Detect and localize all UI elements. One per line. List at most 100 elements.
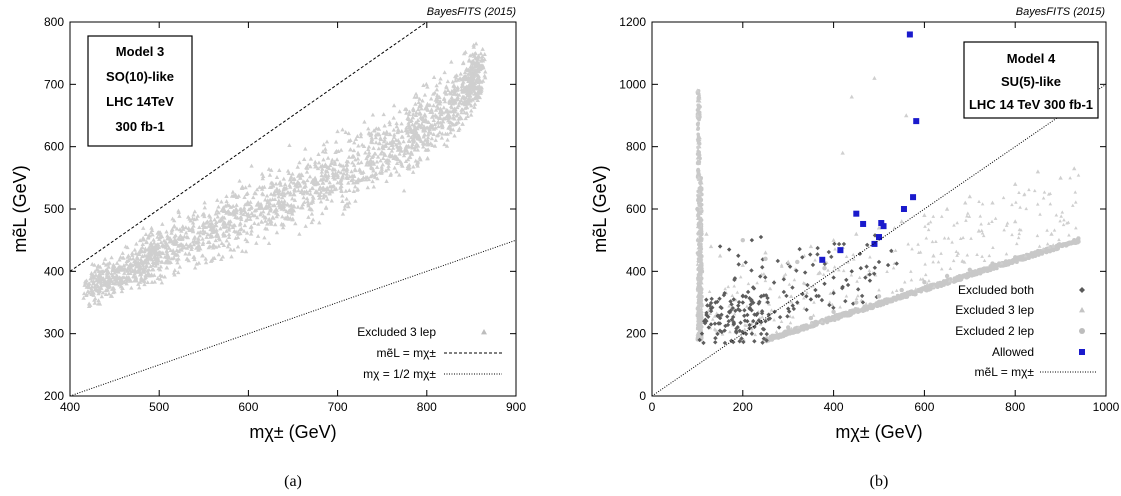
- point-excluded-3lep: [365, 175, 370, 180]
- point-excluded-3lep: [406, 138, 412, 143]
- point-excluded-3lep: [118, 284, 124, 289]
- point-excluded-3lep: [262, 215, 268, 220]
- point-excluded-3lep: [226, 227, 232, 232]
- point-excluded-3lep: [380, 145, 385, 150]
- point-excluded-3lep: [420, 117, 425, 122]
- point-vertical-band: [696, 278, 701, 282]
- point-excluded-3lep: [174, 257, 180, 262]
- point-excluded-3lep-scatter: [982, 258, 987, 263]
- point-excluded-3lep: [175, 260, 180, 265]
- point-excluded-3lep-scatter: [802, 306, 807, 310]
- point-excluded-both: [849, 269, 854, 274]
- point-excluded-both: [717, 328, 723, 333]
- point-excluded-3lep: [249, 224, 254, 229]
- point-excluded-3lep: [327, 180, 332, 185]
- point-excluded-3lep: [273, 222, 278, 227]
- point-excluded-3lep: [115, 276, 121, 281]
- x-tick-label-a: 600: [238, 400, 258, 414]
- point-excluded-both: [855, 287, 861, 292]
- point-excluded-3lep: [695, 88, 700, 93]
- point-excluded-3lep: [112, 277, 117, 282]
- point-excluded-3lep-scatter: [769, 308, 774, 312]
- point-excluded-3lep: [408, 118, 413, 123]
- point-excluded-3lep: [289, 179, 294, 184]
- point-excluded-3lep: [264, 226, 270, 231]
- point-excluded-3lep: [463, 49, 468, 54]
- point-excluded-both: [815, 245, 820, 251]
- point-excluded-3lep-scatter: [1038, 212, 1042, 216]
- point-excluded-3lep: [92, 269, 98, 274]
- point-excluded-both: [766, 312, 771, 317]
- point-excluded-3lep: [469, 103, 474, 108]
- point-excluded-3lep: [410, 111, 416, 116]
- point-excluded-3lep: [320, 166, 325, 171]
- point-excluded-both: [715, 331, 720, 337]
- point-excluded-3lep-scatter: [965, 214, 969, 218]
- point-excluded-3lep-scatter: [923, 272, 928, 277]
- point-excluded-3lep: [149, 225, 154, 230]
- point-allowed: [819, 256, 826, 263]
- point-excluded-both: [761, 336, 767, 341]
- point-excluded-3lep: [313, 190, 318, 195]
- point-excluded-3lep: [308, 156, 314, 161]
- point-excluded-3lep: [326, 166, 332, 171]
- point-excluded-3lep: [204, 234, 209, 239]
- point-excluded-3lep: [254, 202, 260, 207]
- legend-b-label-2: Excluded 2 lep: [955, 324, 1034, 338]
- point-excluded-2lep-band: [879, 299, 884, 304]
- point-excluded-2lep-band: [971, 272, 976, 277]
- point-excluded-3lep-scatter: [932, 284, 936, 289]
- point-excluded-3lep: [183, 225, 189, 230]
- point-excluded-both: [760, 257, 766, 262]
- point-excluded-3lep: [291, 208, 297, 213]
- point-excluded-both: [800, 291, 805, 297]
- point-excluded-both: [736, 253, 741, 258]
- point-excluded-3lep: [164, 252, 170, 257]
- point-excluded-3lep: [463, 95, 469, 100]
- point-excluded-3lep: [447, 100, 453, 105]
- point-excluded-3lep-scatter: [952, 223, 956, 227]
- point-excluded-2lep: [1072, 237, 1077, 243]
- point-excluded-3lep: [285, 201, 290, 206]
- point-allowed: [900, 206, 907, 212]
- point-vertical-band: [697, 273, 701, 277]
- point-excluded-2lep: [795, 259, 800, 265]
- point-vertical-band: [696, 229, 701, 233]
- point-excluded-3lep: [417, 96, 422, 101]
- point-excluded-3lep: [244, 230, 250, 235]
- point-excluded-3lep: [116, 265, 121, 270]
- point-excluded-3lep-scatter: [1054, 213, 1059, 217]
- point-excluded-3lep: [89, 288, 94, 293]
- point-excluded-3lep: [339, 189, 344, 194]
- point-excluded-both: [777, 314, 783, 320]
- point-excluded-3lep: [435, 93, 440, 98]
- point-excluded-3lep: [374, 164, 380, 169]
- point-excluded-3lep: [86, 304, 92, 308]
- point-excluded-3lep: [128, 271, 133, 276]
- point-excluded-3lep-scatter: [961, 235, 965, 240]
- point-excluded-3lep-scatter: [1073, 200, 1078, 204]
- point-excluded-both: [730, 314, 736, 320]
- point-excluded-3lep: [338, 147, 344, 152]
- point-excluded-3lep: [241, 212, 246, 217]
- point-excluded-3lep: [222, 224, 228, 229]
- point-excluded-3lep-scatter: [743, 323, 747, 327]
- point-excluded-2lep-band: [944, 278, 949, 283]
- point-excluded-3lep: [472, 91, 477, 96]
- point-excluded-3lep: [479, 79, 484, 84]
- point-excluded-3lep: [1072, 166, 1077, 171]
- point-excluded-3lep: [291, 191, 296, 196]
- point-excluded-3lep: [236, 193, 241, 198]
- point-excluded-3lep: [463, 87, 468, 92]
- point-excluded-3lep: [152, 279, 157, 284]
- point-excluded-3lep: [391, 134, 397, 139]
- point-excluded-3lep: [808, 244, 814, 249]
- point-excluded-both: [763, 293, 769, 298]
- point-excluded-3lep: [305, 178, 310, 183]
- point-excluded-3lep: [465, 85, 470, 90]
- point-excluded-3lep: [321, 192, 327, 197]
- x-tick-label-b: 200: [733, 400, 753, 414]
- point-excluded-3lep-scatter: [921, 277, 925, 281]
- point-excluded-3lep-scatter: [830, 302, 835, 307]
